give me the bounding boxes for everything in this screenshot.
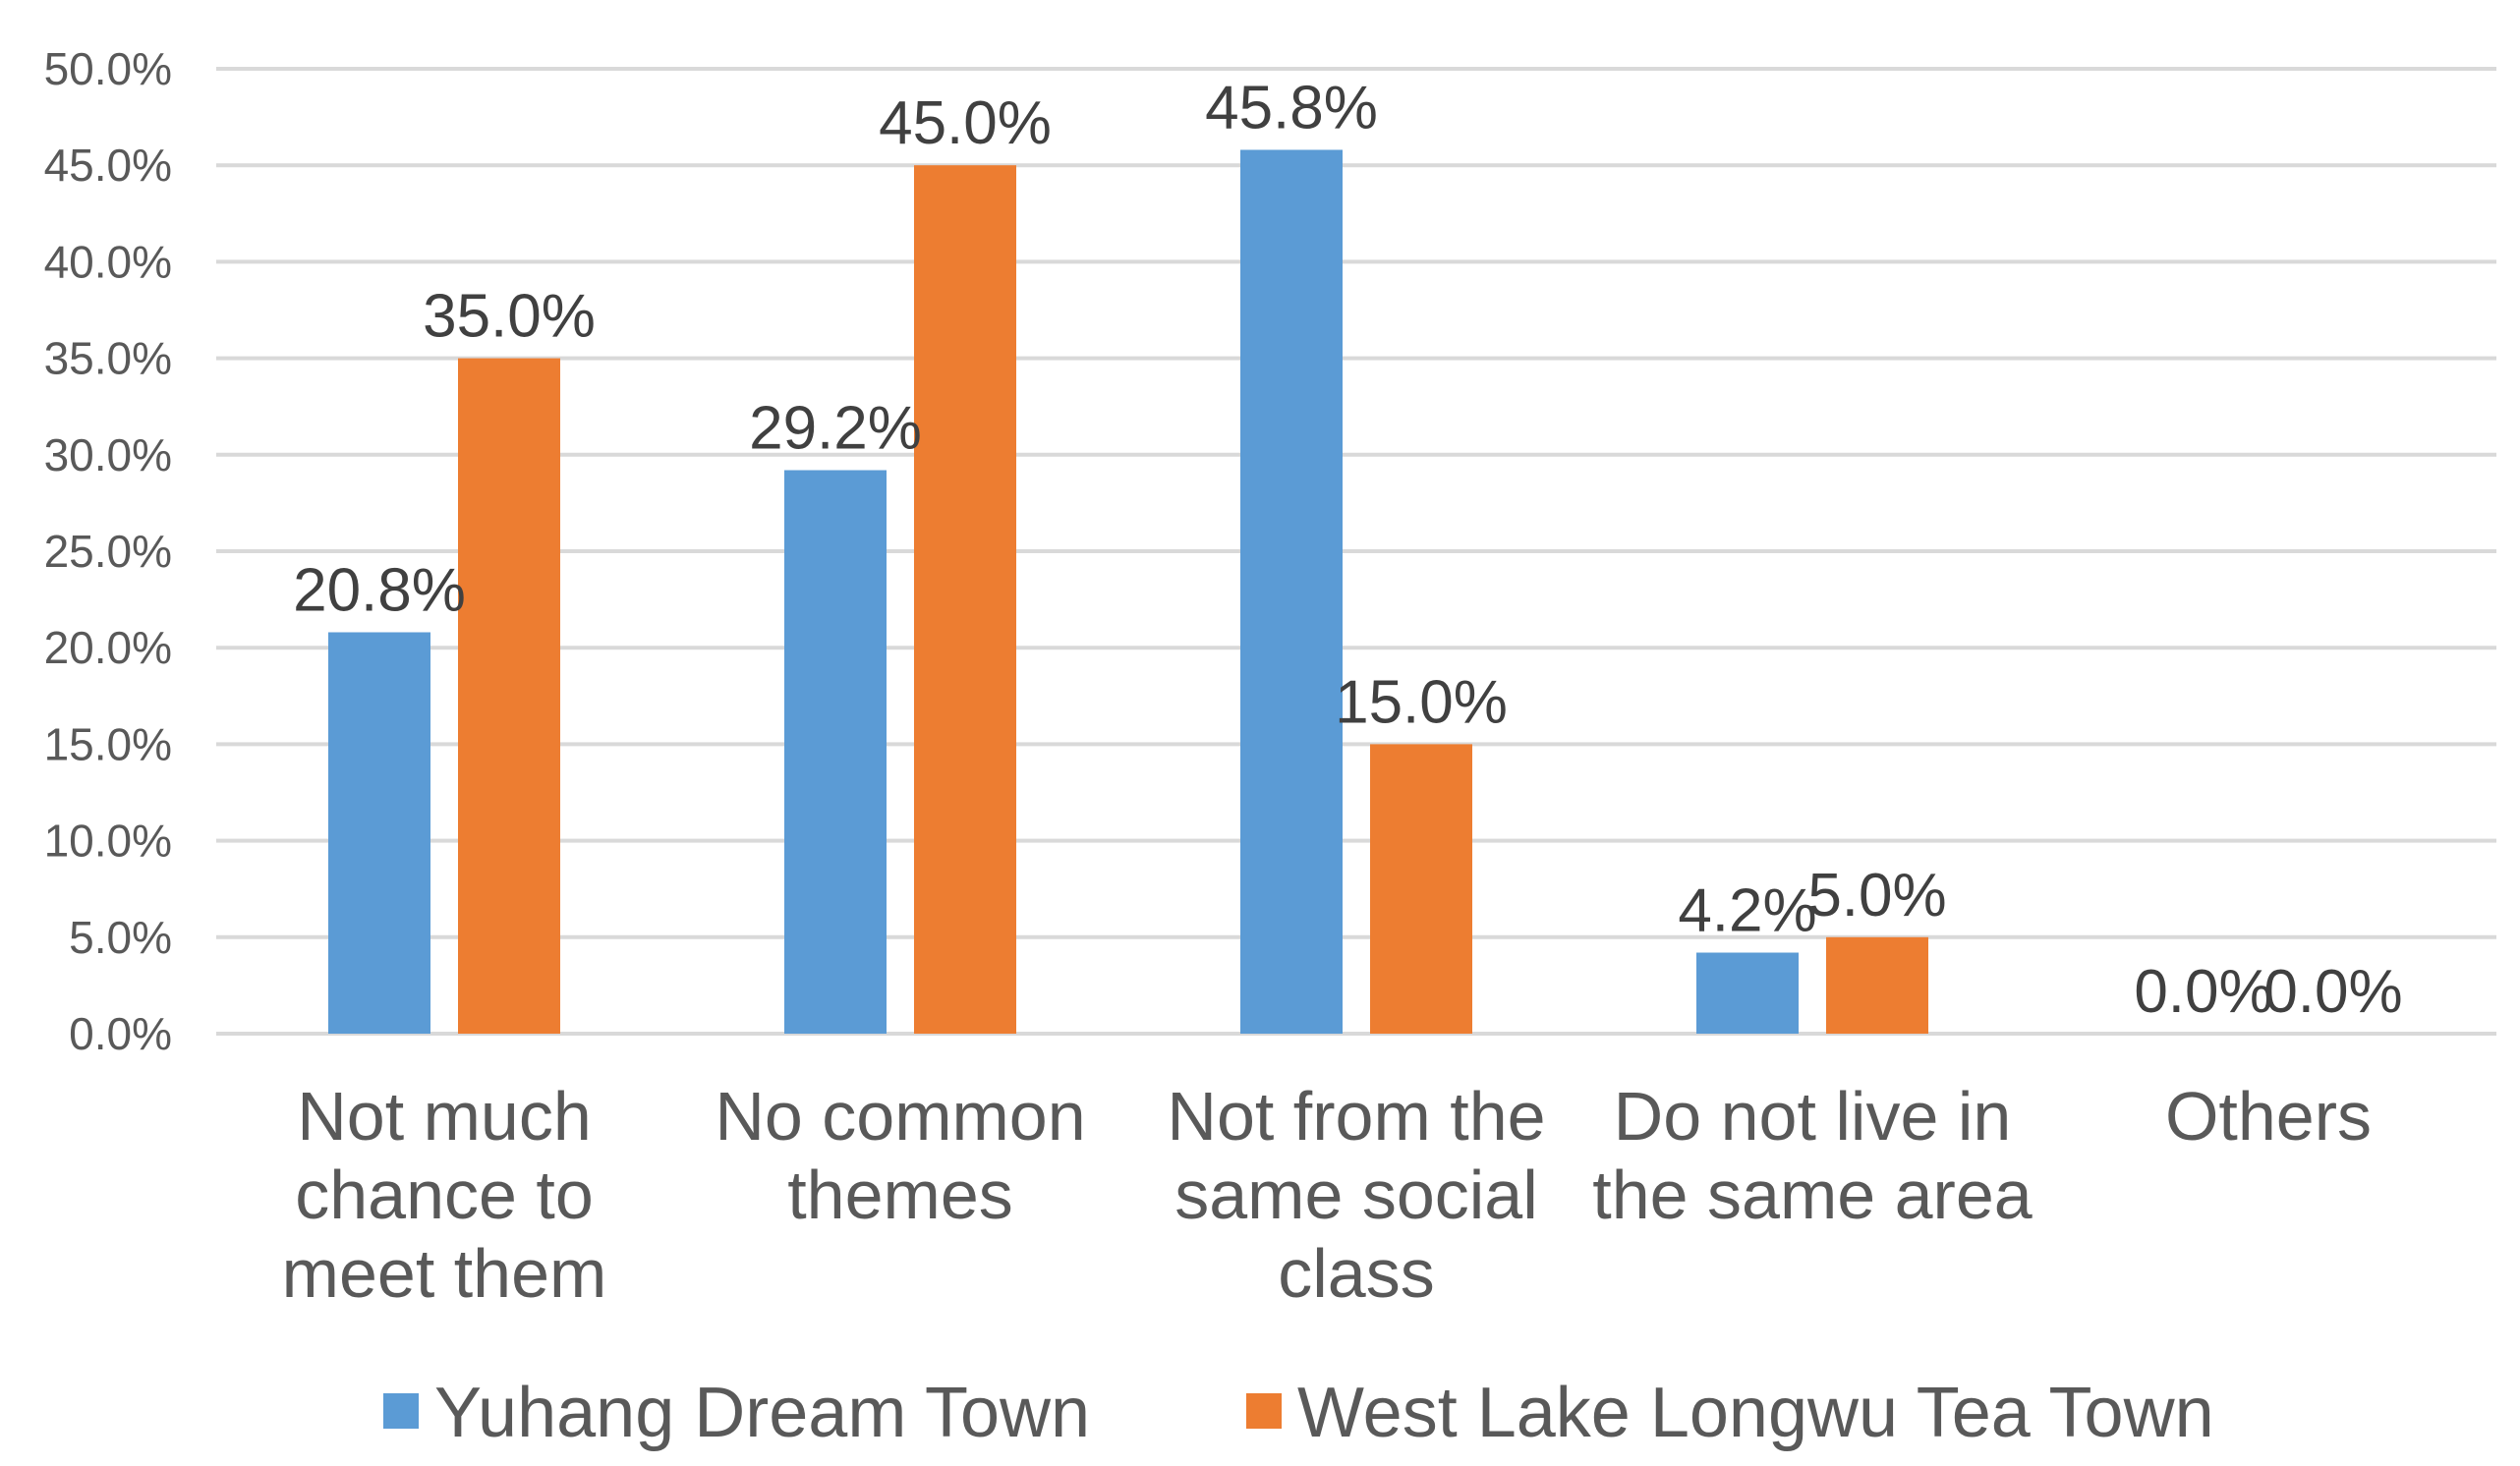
y-tick-label: 15.0%	[44, 718, 172, 769]
data-label: 0.0%	[2134, 958, 2272, 1026]
data-label: 0.0%	[2263, 958, 2402, 1026]
category-label: the same area	[1592, 1156, 2033, 1233]
data-label: 4.2%	[1678, 877, 1816, 945]
data-label: 15.0%	[1335, 668, 1508, 736]
data-label: 45.0%	[879, 89, 1052, 157]
y-axis-tick-labels: 0.0% 5.0% 10.0% 15.0% 20.0% 25.0% 30.0% 35.0% 40…	[44, 43, 172, 1059]
category-label: chance to	[295, 1156, 594, 1233]
legend-swatch	[383, 1393, 419, 1429]
category-label: class	[1278, 1235, 1434, 1312]
y-tick-label: 40.0%	[44, 236, 172, 287]
y-tick-label: 30.0%	[44, 429, 172, 480]
data-label: 35.0%	[423, 283, 596, 351]
gridlines	[216, 67, 2496, 1036]
bar-west-lake	[914, 165, 1016, 1034]
data-label: 29.2%	[749, 395, 922, 463]
bar-yuhang	[1696, 952, 1799, 1034]
category-label: meet them	[282, 1235, 607, 1312]
legend-label: Yuhang Dream Town	[434, 1374, 1090, 1452]
y-tick-label: 25.0%	[44, 526, 172, 577]
y-tick-label: 10.0%	[44, 816, 172, 867]
bar-west-lake	[1826, 936, 1928, 1034]
category-label: Others	[2165, 1078, 2372, 1155]
bar-yuhang	[784, 470, 887, 1035]
y-tick-label: 45.0%	[44, 140, 172, 191]
data-label: 5.0%	[1807, 862, 1946, 930]
legend: Yuhang Dream Town West Lake Longwu Tea To…	[383, 1374, 2214, 1452]
bar-yuhang	[328, 632, 430, 1034]
y-tick-label: 50.0%	[44, 43, 172, 94]
y-tick-label: 5.0%	[69, 912, 172, 963]
data-label: 20.8%	[293, 556, 466, 624]
category-label: No common	[715, 1078, 1085, 1155]
y-tick-label: 35.0%	[44, 333, 172, 384]
bar-yuhang	[1240, 149, 1343, 1034]
category-label: Not from the	[1167, 1078, 1545, 1155]
category-label: themes	[787, 1156, 1013, 1233]
y-tick-label: 20.0%	[44, 622, 172, 673]
category-label: Do not live in	[1614, 1078, 2012, 1155]
legend-label: West Lake Longwu Tea Town	[1297, 1374, 2214, 1452]
data-label: 45.8%	[1205, 74, 1378, 141]
bars	[328, 149, 1928, 1035]
category-label: same social	[1174, 1156, 1538, 1233]
category-label: Not much	[297, 1078, 592, 1155]
bar-west-lake	[1370, 744, 1472, 1034]
y-tick-label: 0.0%	[69, 1008, 172, 1059]
data-labels: 20.8% 35.0% 29.2% 45.0% 45.8% 15.0% 4.2%5.0% 0.…	[293, 74, 2403, 1026]
bar-west-lake	[458, 358, 560, 1035]
legend-swatch	[1246, 1393, 1282, 1429]
